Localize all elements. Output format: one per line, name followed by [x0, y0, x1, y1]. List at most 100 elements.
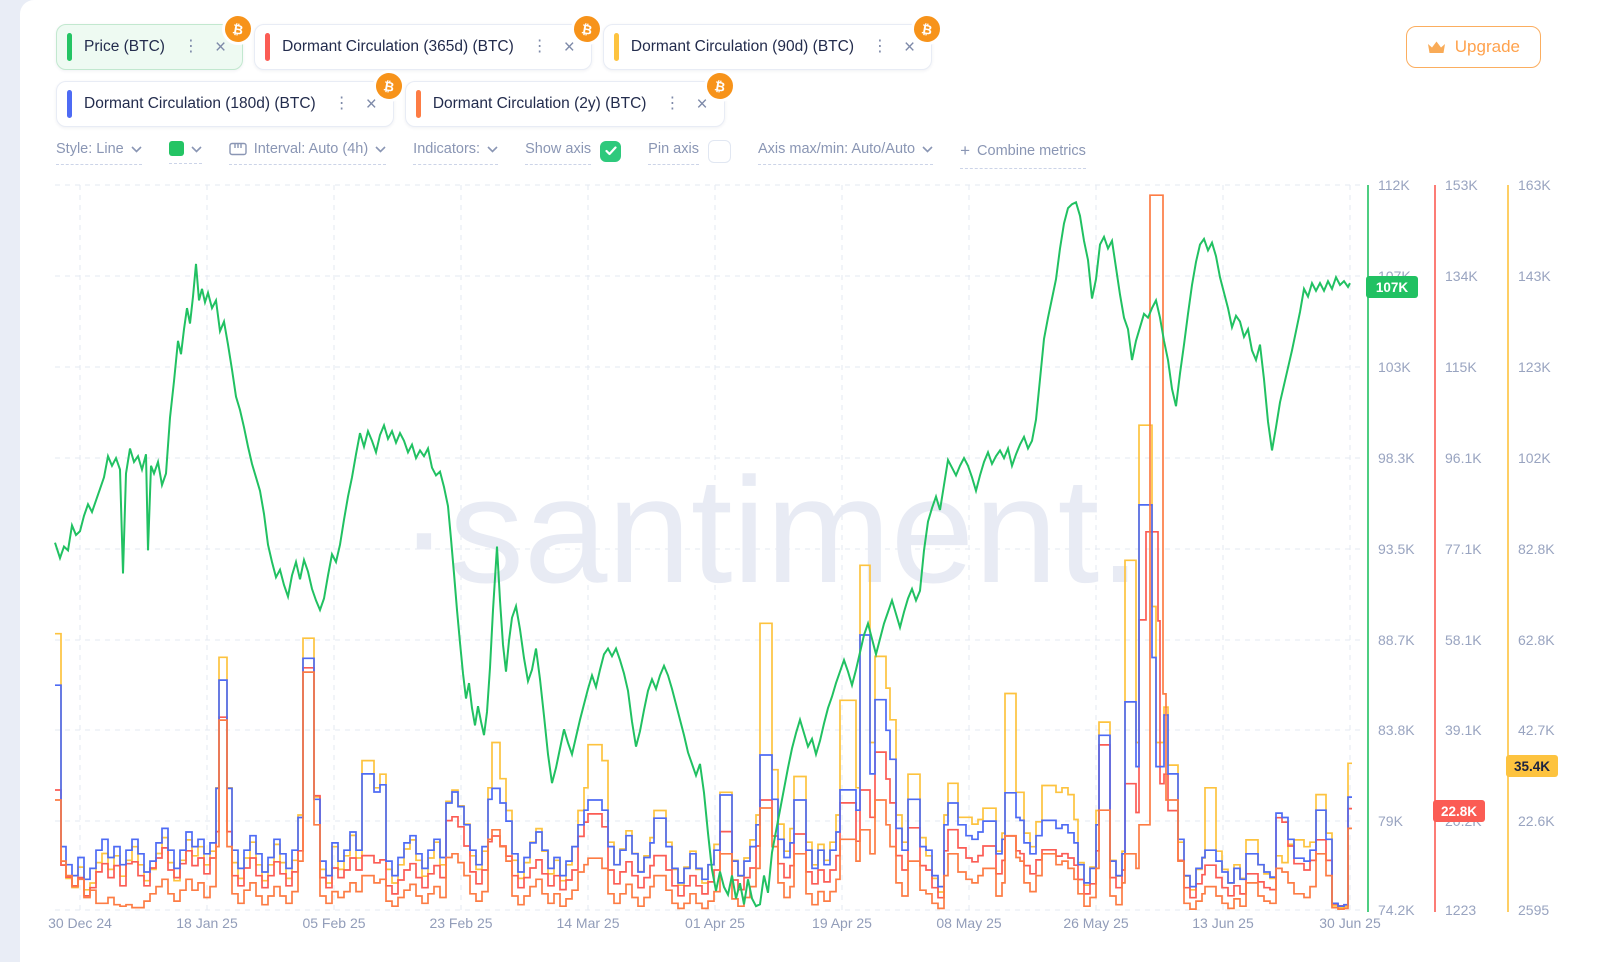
dormant_365d-axis-tick: 1223: [1445, 902, 1476, 918]
metric-chip-label: Dormant Circulation (180d) (BTC): [84, 95, 316, 112]
price-axis-tick: 93.5K: [1378, 541, 1415, 557]
pin-axis-toggle[interactable]: Pin axis: [648, 139, 731, 165]
dormant_365d-axis-tick: 39.1K: [1445, 722, 1482, 738]
price-dormant-chart[interactable]: ·santiment. 112K 107K 103K 98.3K 93.5K 88.7K 83…: [20, 0, 1600, 962]
dormant_90d-axis-tick: 42.7K: [1518, 722, 1555, 738]
x-axis-date-label: 30 Dec 24: [48, 915, 112, 931]
x-axis-date-label: 14 Mar 25: [556, 915, 619, 931]
metric-color-bar: [67, 33, 72, 61]
x-axis-date-label: 26 May 25: [1063, 915, 1129, 931]
interval-ruler-icon: [229, 142, 247, 156]
upgrade-button[interactable]: Upgrade: [1405, 26, 1541, 68]
pin-axis-checkbox[interactable]: [707, 139, 731, 163]
metric-color-bar: [67, 90, 72, 118]
dormant_90d-axis-tick: 143K: [1518, 268, 1551, 284]
series-color-picker[interactable]: [168, 141, 202, 164]
interval-label: Interval: Auto (4h): [253, 141, 369, 157]
metric-chip-label: Price (BTC): [84, 38, 165, 55]
show-axis-label: Show axis: [525, 141, 592, 157]
dormant_90d-axis-tick: 2595: [1518, 902, 1549, 918]
check-icon: [605, 146, 617, 156]
axis-maxmin-label: Axis max/min: Auto/Auto: [757, 141, 916, 157]
chevron-down-icon: [922, 146, 933, 153]
santiment-watermark: ·santiment.: [399, 446, 1141, 614]
close-icon[interactable]: ×: [903, 36, 916, 58]
metric-chip-3[interactable]: Dormant Circulation (180d) (BTC) ⋮ × ₿: [56, 67, 408, 127]
indicators-selector[interactable]: Indicators:: [413, 141, 499, 165]
dormant_365d-axis-tick: 153K: [1445, 177, 1478, 193]
close-icon[interactable]: ×: [696, 93, 708, 115]
series-4: [54, 200, 1351, 908]
chart-card: ·santiment. 112K 107K 103K 98.3K 93.5K 88.7K 83…: [20, 0, 1600, 962]
dormant_90d-current-value-badge: [1506, 755, 1558, 777]
metric-chip-2[interactable]: Dormant Circulation (90d) (BTC) ⋮ × ₿: [602, 10, 946, 70]
chevron-down-icon: [487, 146, 498, 153]
dormant_90d-axis-tick: 82.8K: [1518, 541, 1555, 557]
x-axis-date-label: 19 Apr 25: [812, 915, 872, 931]
dormant_365d-axis-tick: 134K: [1445, 268, 1478, 284]
dormant_90d-axis-tick: 123K: [1518, 359, 1551, 375]
dormant_365d-axis-tick: 115K: [1445, 359, 1477, 375]
metric-color-bar: [613, 33, 619, 61]
price-axis-tick: 79K: [1378, 813, 1404, 829]
x-axis-date-label: 18 Jan 25: [176, 915, 238, 931]
metric-chip-0[interactable]: Price (BTC) ⋮ × ₿: [56, 10, 257, 70]
metric-chip-label: Dormant Circulation (2y) (BTC): [432, 95, 647, 112]
dormant_90d-axis-tick: 163K: [1518, 177, 1551, 193]
dormant_365d-axis-tick: 77.1K: [1445, 541, 1482, 557]
x-axis-date-label: 05 Feb 25: [302, 915, 365, 931]
indicators-label: Indicators:: [413, 141, 481, 157]
crown-icon: [1427, 41, 1445, 53]
chevron-down-icon: [131, 146, 142, 153]
metric-color-bar: [415, 90, 421, 118]
close-icon[interactable]: ×: [563, 36, 575, 58]
dormant_365d-current-value-label: 22.8K: [1441, 804, 1477, 819]
dormant_365d-axis-tick: 96.1K: [1445, 450, 1482, 466]
pin-axis-label: Pin axis: [648, 141, 699, 157]
dormant_90d-axis-tick: 22.6K: [1518, 813, 1555, 829]
combine-metrics-button[interactable]: + Combine metrics: [960, 141, 1086, 169]
series-3: [55, 194, 1352, 910]
upgrade-label: Upgrade: [1454, 37, 1520, 56]
kebab-menu-icon[interactable]: ⋮: [871, 38, 888, 55]
chart-toolbar: Style: Line Interval: Auto (4h) Indicato…: [56, 139, 1086, 169]
x-axis-date-label: 23 Feb 25: [429, 915, 492, 931]
kebab-menu-icon[interactable]: ⋮: [531, 38, 548, 55]
price-current-value-label: 107K: [1376, 280, 1409, 295]
plus-icon: +: [960, 141, 971, 160]
metric-chip-label: Dormant Circulation (90d) (BTC): [630, 38, 854, 55]
combine-metrics-label: Combine metrics: [977, 143, 1086, 159]
price-axis-tick: 103K: [1378, 359, 1411, 375]
x-axis-date-label: 30 Jun 25: [1319, 915, 1381, 931]
style-selector[interactable]: Style: Line: [56, 141, 142, 165]
color-swatch: [168, 141, 184, 156]
chevron-down-icon: [375, 146, 386, 153]
metric-chip-4[interactable]: Dormant Circulation (2y) (BTC) ⋮ × ₿: [404, 67, 739, 127]
dormant_365d-current-value-badge: [1433, 800, 1485, 822]
close-icon[interactable]: ×: [365, 93, 377, 115]
metric-color-bar: [265, 33, 271, 61]
kebab-menu-icon[interactable]: ⋮: [182, 38, 199, 55]
x-axis-date-label: 13 Jun 25: [1192, 915, 1254, 931]
metric-chip-1[interactable]: Dormant Circulation (365d) (BTC) ⋮ × ₿: [254, 10, 606, 70]
show-axis-checkbox[interactable]: [600, 140, 622, 162]
price-axis-tick: 83.8K: [1378, 722, 1415, 738]
style-label: Style: Line: [56, 141, 124, 157]
x-axis-date-label: 08 May 25: [936, 915, 1002, 931]
show-axis-toggle[interactable]: Show axis: [525, 140, 622, 165]
chevron-down-icon: [191, 145, 202, 153]
interval-selector[interactable]: Interval: Auto (4h): [228, 141, 387, 165]
metric-chip-row-1: Price (BTC) ⋮ × ₿ Dormant Circulation (365d)…: [56, 10, 946, 70]
kebab-menu-icon[interactable]: ⋮: [333, 95, 350, 112]
metric-chip-label: Dormant Circulation (365d) (BTC): [282, 38, 514, 55]
axis-maxmin-selector[interactable]: Axis max/min: Auto/Auto: [757, 141, 934, 165]
metric-chip-row-2: Dormant Circulation (180d) (BTC) ⋮ × ₿ Dorma…: [56, 67, 739, 127]
dormant_365d-axis-tick: 58.1K: [1445, 632, 1482, 648]
price-current-value-badge: [1366, 276, 1418, 298]
x-axis-date-label: 01 Apr 25: [685, 915, 745, 931]
price-axis-tick: 98.3K: [1378, 450, 1415, 466]
kebab-menu-icon[interactable]: ⋮: [664, 95, 681, 112]
price-axis-tick: 88.7K: [1378, 632, 1415, 648]
close-icon[interactable]: ×: [214, 36, 227, 58]
dormant_90d-axis-tick: 102K: [1518, 450, 1551, 466]
